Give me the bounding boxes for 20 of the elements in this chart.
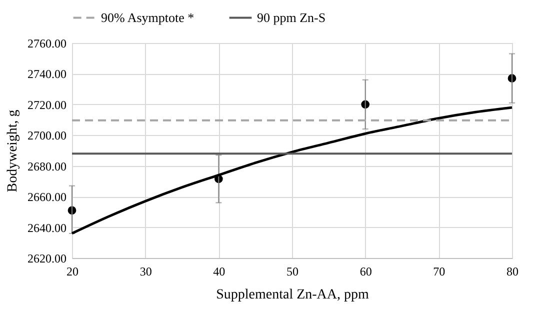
x-tick-label: 50: [286, 264, 298, 278]
x-tick-label: 40: [213, 264, 226, 278]
y-tick-label: 2660.00: [28, 190, 66, 204]
x-tick-label: 20: [66, 264, 78, 278]
y-tick-label: 2740.00: [28, 67, 66, 82]
x-tick-label: 60: [360, 264, 372, 278]
x-tick-label: 30: [140, 264, 152, 278]
y-tick-label: 2620.00: [28, 252, 66, 266]
x-tick-label: 80: [506, 264, 518, 278]
y-tick-label: 2700.00: [28, 128, 66, 143]
y-tick-label: 2760.00: [28, 36, 66, 50]
x-axis-title: Supplemental Zn-AA, ppm: [216, 288, 370, 302]
y-tick-label: 2640.00: [28, 220, 66, 235]
y-tick-label: 2720.00: [28, 98, 66, 112]
y-tick-label: 2680.00: [28, 159, 66, 174]
x-tick-label: 70: [433, 264, 446, 278]
legend-label: 90 ppm Zn-S: [257, 10, 326, 25]
y-axis-title: Bodyweight, g: [6, 110, 20, 192]
legend-label: 90% Asymptote *: [101, 10, 194, 25]
line-series: [70, 106, 514, 235]
